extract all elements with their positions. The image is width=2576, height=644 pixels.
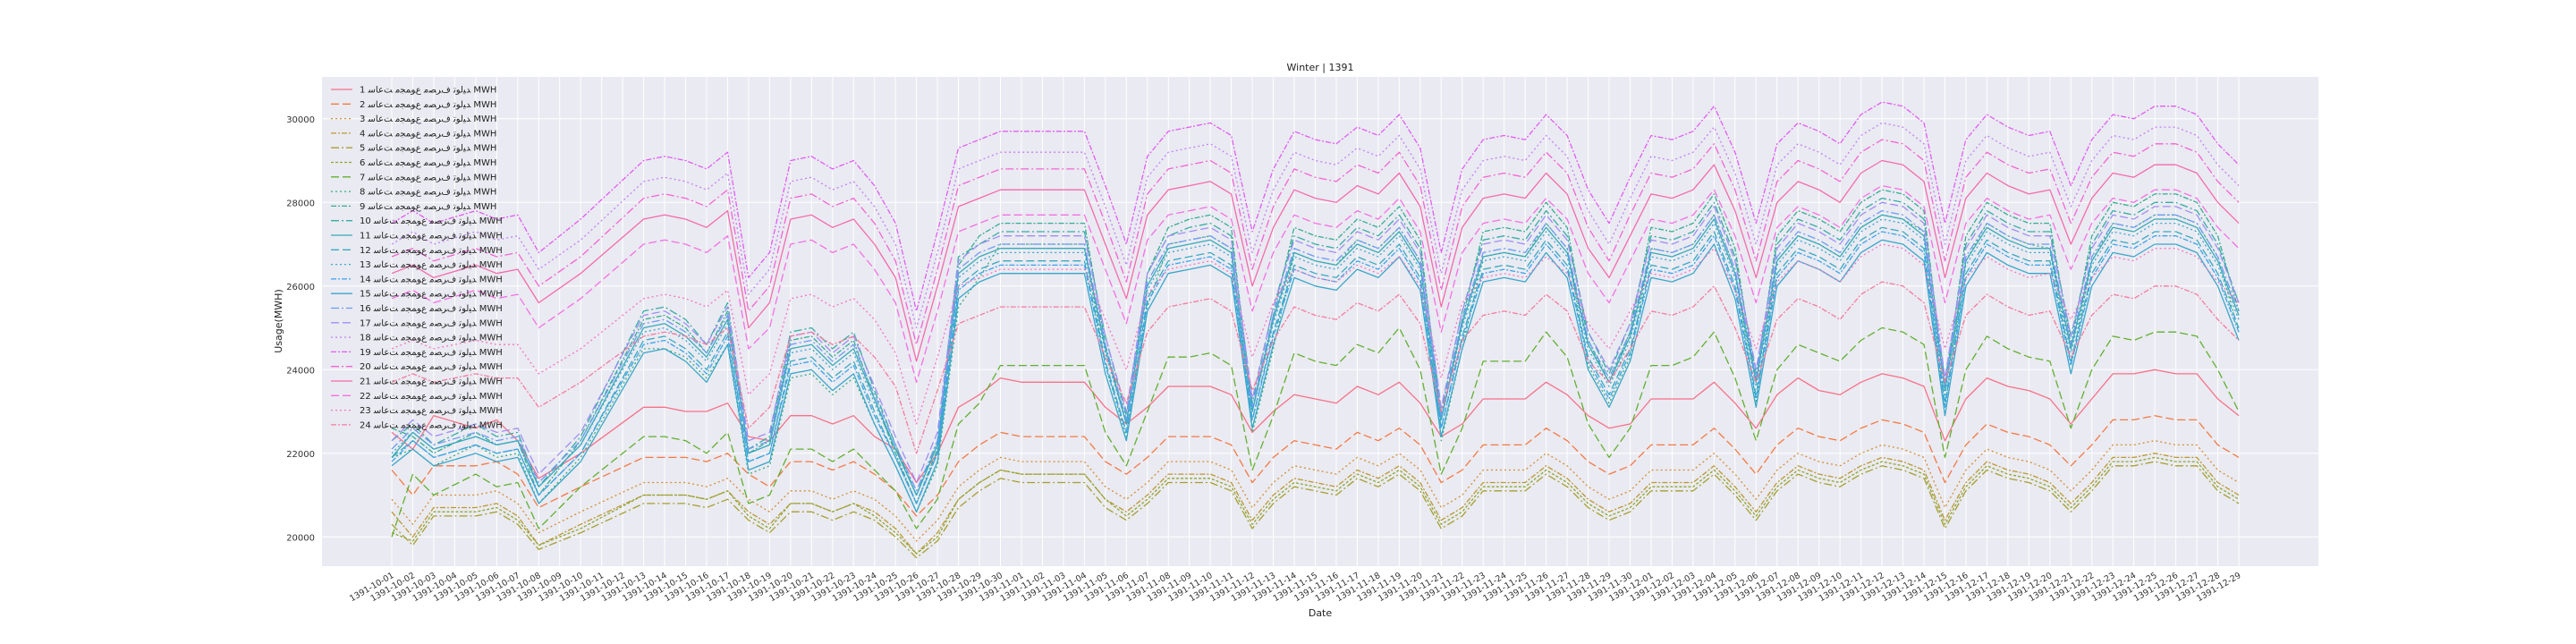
x-axis-label: Date (1309, 607, 1333, 619)
series-line-4 (391, 453, 2240, 555)
series-line-20 (391, 139, 2240, 345)
series-line-24 (391, 281, 2240, 454)
legend-label: ﺪﯿﻟﻮﺗ ﻑﺮﺼﻣ ﻉﻮﻤﺠﻣ ﺖﻋﺎﺳ 16 MWH (360, 304, 503, 314)
series-line-5 (391, 461, 2240, 559)
series-line-14 (391, 231, 2240, 504)
legend-label: ﺪﯿﻟﻮﺗ ﻑﺮﺼﻣ ﻉﻮﻤﺠﻣ ﺖﻋﺎﺳ 11 MWH (360, 232, 503, 242)
series-line-17 (391, 201, 2240, 484)
legend-label: ﺪﯿﻟﻮﺗ ﻑﺮﺼﻣ ﻉﻮﻤﺠﻣ ﺖﻋﺎﺳ 14 MWH (360, 275, 503, 284)
legend-label: ﺪﯿﻟﻮﺗ ﻑﺮﺼﻣ ﻉﻮﻤﺠﻣ ﺖﻋﺎﺳ 18 MWH (360, 334, 503, 343)
y-tick-label: 28000 (286, 199, 315, 208)
y-tick-label: 24000 (286, 366, 315, 376)
series-lines (391, 101, 2240, 559)
legend-label: ﺪﯿﻟﻮﺗ ﻑﺮﺼﻣ ﻉﻮﻤﺠﻣ ﺖﻋﺎﺳ 24 MWH (360, 420, 503, 430)
series-line-13 (391, 218, 2240, 496)
legend-label: ﺪﯿﻟﻮﺗ ﻑﺮﺼﻣ ﻉﻮﻤﺠﻣ ﺖﻋﺎﺳ 1 MWH (360, 86, 496, 96)
series-line-18 (391, 122, 2240, 329)
plot-area (322, 77, 2318, 566)
legend-label: ﺪﯿﻟﻮﺗ ﻑﺮﺼﻣ ﻉﻮﻤﺠﻣ ﺖﻋﺎﺳ 20 MWH (360, 362, 503, 372)
series-line-6 (391, 456, 2240, 555)
legend-label: ﺪﯿﻟﻮﺗ ﻑﺮﺼﻣ ﻉﻮﻤﺠﻣ ﺖﻋﺎﺳ 21 MWH (360, 377, 503, 387)
series-line-15 (391, 239, 2240, 513)
series-line-23 (391, 243, 2240, 425)
series-line-1 (391, 369, 2240, 484)
legend-label: ﺪﯿﻟﻮﺗ ﻑﺮﺼﻣ ﻉﻮﻤﺠﻣ ﺖﻋﺎﺳ 5 MWH (360, 144, 496, 154)
series-line-3 (391, 440, 2240, 542)
y-tick-label: 30000 (286, 115, 315, 125)
legend-label: ﺪﯿﻟﻮﺗ ﻑﺮﺼﻣ ﻉﻮﻤﺠﻣ ﺖﻋﺎﺳ 23 MWH (360, 406, 503, 416)
legend: ﺪﯿﻟﻮﺗ ﻑﺮﺼﻣ ﻉﻮﻤﺠﻣ ﺖﻋﺎﺳ 1 MWH ﺪﯿﻟﻮﺗ ﻑﺮﺼﻣ ﻉﻮ… (331, 86, 503, 430)
legend-label: ﺪﯿﻟﻮﺗ ﻑﺮﺼﻣ ﻉﻮﻤﺠﻣ ﺖﻋﺎﺳ 10 MWH (360, 216, 503, 226)
series-line-21 (391, 159, 2240, 362)
y-tick-label: 20000 (286, 533, 315, 543)
legend-label: ﺪﯿﻟﻮﺗ ﻑﺮﺼﻣ ﻉﻮﻤﺠﻣ ﺖﻋﺎﺳ 3 MWH (360, 114, 496, 124)
legend-label: ﺪﯿﻟﻮﺗ ﻑﺮﺼﻣ ﻉﻮﻤﺠﻣ ﺖﻋﺎﺳ 19 MWH (360, 348, 503, 358)
series-line-16 (391, 209, 2240, 492)
y-axis-label: Usage(MWH) (273, 289, 284, 353)
y-tick-label: 26000 (286, 283, 315, 292)
legend-label: ﺪﯿﻟﻮﺗ ﻑﺮﺼﻣ ﻉﻮﻤﺠﻣ ﺖﻋﺎﺳ 2 MWH (360, 100, 496, 110)
legend-label: ﺪﯿﻟﻮﺗ ﻑﺮﺼﻣ ﻉﻮﻤﺠﻣ ﺖﻋﺎﺳ 15 MWH (360, 290, 503, 300)
legend-label: ﺪﯿﻟﻮﺗ ﻑﺮﺼﻣ ﻉﻮﻤﺠﻣ ﺖﻋﺎﺳ 12 MWH (360, 246, 503, 256)
legend-label: ﺪﯿﻟﻮﺗ ﻑﺮﺼﻣ ﻉﻮﻤﺠﻣ ﺖﻋﺎﺳ 9 MWH (360, 202, 496, 212)
legend-label: ﺪﯿﻟﻮﺗ ﻑﺮﺼﻣ ﻉﻮﻤﺠﻣ ﺖﻋﺎﺳ 6 MWH (360, 158, 496, 168)
series-line-22 (391, 184, 2240, 383)
legend-label: ﺪﯿﻟﻮﺗ ﻑﺮﺼﻣ ﻉﻮﻤﺠﻣ ﺖﻋﺎﺳ 8 MWH (360, 188, 496, 198)
y-tick-label: 22000 (286, 450, 315, 460)
legend-label: ﺪﯿﻟﻮﺗ ﻑﺮﺼﻣ ﻉﻮﻤﺠﻣ ﺖﻋﺎﺳ 7 MWH (360, 173, 496, 182)
legend-label: ﺪﯿﻟﻮﺗ ﻑﺮﺼﻣ ﻉﻮﻤﺠﻣ ﺖﻋﺎﺳ 22 MWH (360, 392, 503, 402)
series-line-11 (391, 214, 2240, 496)
legend-label: ﺪﯿﻟﻮﺗ ﻑﺮﺼﻣ ﻉﻮﻤﺠﻣ ﺖﻋﺎﺳ 13 MWH (360, 260, 503, 270)
legend-label: ﺪﯿﻟﻮﺗ ﻑﺮﺼﻣ ﻉﻮﻤﺠﻣ ﺖﻋﺎﺳ 4 MWH (360, 129, 496, 139)
legend-label: ﺪﯿﻟﻮﺗ ﻑﺮﺼﻣ ﻉﻮﻤﺠﻣ ﺖﻋﺎﺳ 17 MWH (360, 318, 503, 328)
chart-title: Winter | 1391 (1287, 62, 1354, 73)
series-line-19 (391, 101, 2240, 312)
grid-lines (322, 77, 2318, 566)
series-line-2 (391, 415, 2240, 517)
y-axis-ticks: 20000 22000 24000 26000 28000 30000 (286, 115, 315, 544)
series-line-7 (391, 326, 2240, 538)
